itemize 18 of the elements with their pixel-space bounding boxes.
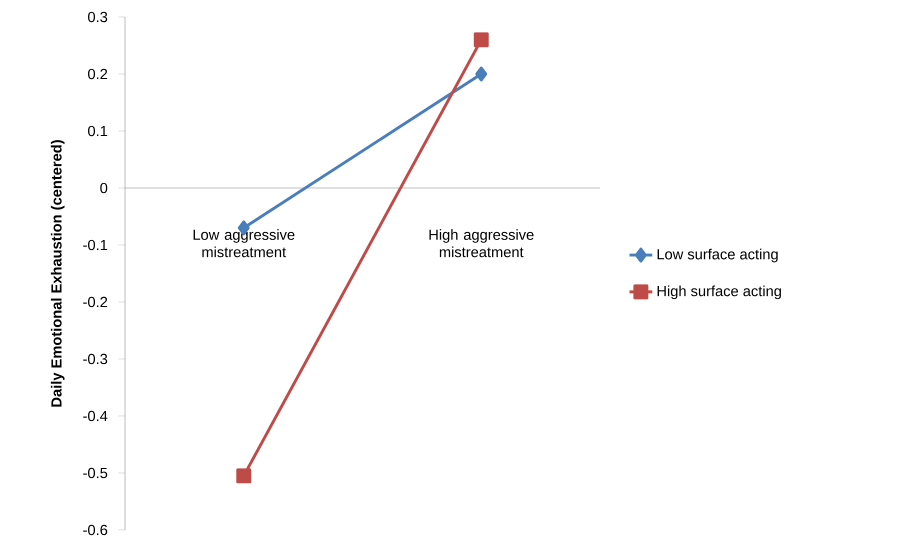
y-tick-label: -0.1: [83, 240, 108, 250]
y-tick-label: -0.6: [83, 524, 108, 536]
y-tick-label: -0.4: [83, 410, 108, 422]
point: [474, 32, 489, 48]
x-tick-label: High aggressive mistreatment: [429, 229, 534, 258]
legend-label: Low surface acting: [658, 248, 778, 262]
y-axis-title: Daily Emotional Exhaustion (centered): [50, 140, 65, 407]
x-tick-label: Low aggressive mistreatment: [194, 229, 294, 258]
point: [236, 468, 252, 484]
y-tick-label: -0.2: [83, 296, 108, 308]
y-tick-label: 0.3: [88, 12, 108, 22]
y-tick-label: 0.1: [88, 126, 108, 136]
point: [475, 66, 488, 82]
legend-label: High surface acting: [658, 285, 781, 300]
y-tick-label: -0.5: [83, 468, 108, 478]
y-tick-label: 0.2: [88, 68, 108, 80]
y-tick-label: 0: [100, 182, 108, 194]
y-tick-label: -0.3: [83, 354, 108, 364]
